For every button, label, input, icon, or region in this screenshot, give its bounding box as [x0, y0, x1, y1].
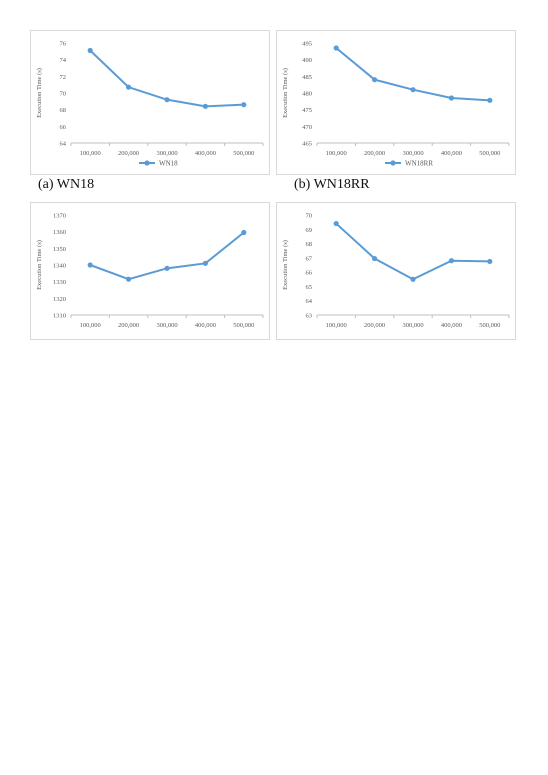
chart-c-svg: 1310 1320 1330 1340 1350 1360 1370 100,000 200,0…	[36, 213, 264, 329]
y-tick-label: 485	[302, 74, 312, 81]
data-point	[448, 95, 454, 101]
y-tick-label: 490	[302, 57, 312, 64]
y-tick-label: 70	[306, 213, 313, 220]
data-point	[448, 258, 454, 264]
y-tick-label: 1370	[53, 213, 66, 220]
data-point	[487, 258, 493, 265]
y-tick-label: 470	[302, 124, 312, 131]
x-tick-label: 500,000	[233, 150, 254, 157]
y-tick-label: 72	[60, 74, 67, 81]
caption-a: (a) WN18	[38, 177, 95, 192]
x-tick-label: 300,000	[402, 150, 423, 157]
x-tick-label: 200,000	[118, 322, 139, 329]
y-tick-label: 1350	[53, 246, 66, 253]
x-tick-label: 200,000	[364, 322, 385, 329]
y-axis-label: Execution Time (s)	[282, 68, 289, 118]
y-tick-label: 64	[60, 141, 67, 148]
x-tick-label: 200,000	[118, 150, 139, 157]
x-tick-label: 100,000	[80, 322, 101, 329]
x-tick-label: 100,000	[326, 322, 347, 329]
chart-panel-b: 465 470 475 480 485 490 495 100,000 200,000 300,0…	[276, 30, 516, 175]
y-axis-label: Execution Time (s)	[36, 240, 43, 290]
y-tick-label: 480	[302, 91, 312, 98]
chart-b-svg: 465 470 475 480 485 490 495 100,000 200,000 300,0…	[282, 41, 510, 168]
series-line	[89, 231, 245, 281]
data-point	[333, 45, 339, 51]
x-tick-label: 300,000	[402, 322, 423, 329]
data-point	[241, 102, 247, 108]
x-tick-label: 200,000	[364, 150, 385, 157]
series-line	[335, 222, 490, 281]
y-tick-label: 475	[302, 107, 312, 114]
x-tick-label: 300,000	[156, 150, 177, 157]
caption-b: (b) WN18RR	[294, 177, 370, 192]
legend-label: WN18	[159, 160, 178, 168]
y-tick-label: 66	[60, 124, 67, 131]
y-tick-label: 70	[60, 91, 67, 98]
data-point	[126, 84, 132, 90]
data-point	[241, 229, 247, 236]
y-tick-label: 64	[306, 298, 313, 305]
chart-panel-a: 64 66 68 70 72 74 76 100,000 200,000 300,000 400,0…	[30, 30, 270, 175]
y-tick-label: 68	[60, 107, 67, 114]
y-tick-label: 1320	[53, 296, 66, 303]
data-point	[87, 262, 93, 268]
data-point	[87, 47, 93, 54]
y-axis-label: Execution Time (s)	[36, 68, 43, 118]
y-tick-label: 69	[306, 227, 313, 234]
legend-marker	[390, 160, 396, 166]
y-tick-label: 66	[306, 270, 313, 277]
y-tick-label: 465	[302, 141, 312, 148]
y-tick-label: 1340	[53, 263, 66, 270]
x-tick-label: 500,000	[479, 150, 500, 157]
chart-a-svg: 64 66 68 70 72 74 76 100,000 200,000 300,000 400,0…	[36, 41, 264, 168]
x-tick-label: 500,000	[233, 322, 254, 329]
series-line	[335, 47, 490, 102]
data-point	[202, 103, 208, 109]
legend-marker	[144, 160, 150, 166]
data-point	[410, 276, 416, 282]
y-tick-label: 63	[306, 313, 313, 320]
y-tick-label: 1360	[53, 229, 66, 236]
x-tick-label: 300,000	[156, 322, 177, 329]
chart-d-svg: 63 64 65 66 67 68 69 70 100,000 200,000 300,000 400…	[282, 213, 510, 329]
data-point	[372, 255, 378, 262]
y-tick-label: 1330	[53, 279, 66, 286]
x-tick-label: 500,000	[479, 322, 500, 329]
x-tick-label: 100,000	[80, 150, 101, 157]
y-tick-label: 495	[302, 41, 312, 48]
data-point	[410, 87, 416, 93]
x-tick-label: 400,000	[195, 322, 216, 329]
data-point	[164, 265, 170, 271]
x-tick-label: 400,000	[441, 150, 462, 157]
data-point	[202, 260, 208, 266]
legend-label: WN18RR	[405, 160, 433, 168]
y-tick-label: 68	[306, 241, 313, 248]
chart-panel-c: 1310 1320 1330 1340 1350 1360 1370 100,000 200,0…	[30, 202, 270, 340]
data-point	[487, 97, 493, 103]
x-tick-label: 400,000	[441, 322, 462, 329]
x-tick-label: 400,000	[195, 150, 216, 157]
x-tick-label: 100,000	[326, 150, 347, 157]
data-point	[372, 77, 378, 83]
data-point	[164, 97, 170, 103]
y-tick-label: 74	[60, 57, 67, 64]
y-tick-label: 1310	[53, 313, 66, 320]
y-tick-label: 67	[306, 255, 313, 262]
data-point	[126, 276, 132, 282]
chart-panel-d: 63 64 65 66 67 68 69 70 100,000 200,000 300,000 400…	[276, 202, 516, 340]
y-tick-label: 76	[60, 41, 67, 48]
y-tick-label: 65	[306, 284, 313, 291]
data-point	[333, 220, 339, 227]
y-axis-label: Execution Time (s)	[282, 240, 289, 290]
